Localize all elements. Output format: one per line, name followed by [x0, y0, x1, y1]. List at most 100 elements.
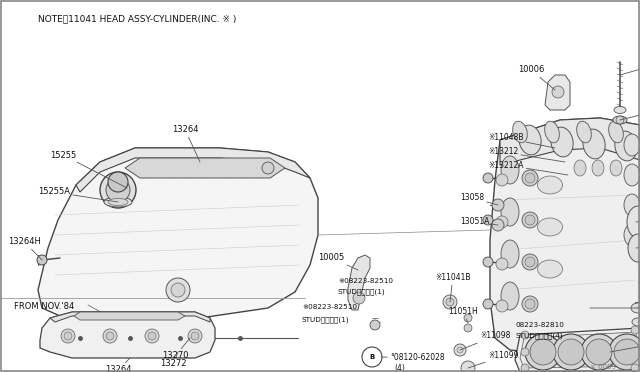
- Circle shape: [64, 332, 72, 340]
- Circle shape: [446, 298, 454, 306]
- Polygon shape: [125, 158, 285, 178]
- Circle shape: [631, 364, 639, 372]
- Circle shape: [100, 172, 136, 208]
- Text: ※13212A: ※13212A: [638, 294, 640, 322]
- Circle shape: [145, 329, 159, 343]
- Circle shape: [521, 348, 529, 356]
- Polygon shape: [38, 148, 318, 320]
- Ellipse shape: [624, 134, 640, 156]
- Circle shape: [631, 326, 639, 334]
- Polygon shape: [348, 255, 370, 310]
- Polygon shape: [50, 312, 210, 322]
- Text: 13051A: 13051A: [460, 218, 498, 227]
- Circle shape: [496, 174, 508, 186]
- Circle shape: [148, 332, 156, 340]
- Circle shape: [616, 116, 624, 124]
- Circle shape: [492, 199, 504, 211]
- Text: 11051H: 11051H: [448, 308, 477, 323]
- Text: 13264: 13264: [105, 358, 131, 372]
- Ellipse shape: [519, 125, 541, 155]
- Ellipse shape: [613, 116, 627, 124]
- Text: (4): (4): [394, 364, 405, 372]
- Polygon shape: [520, 332, 638, 368]
- Ellipse shape: [624, 224, 640, 246]
- Text: 15255: 15255: [50, 151, 127, 188]
- Ellipse shape: [513, 121, 527, 143]
- Circle shape: [522, 170, 538, 186]
- Circle shape: [552, 86, 564, 98]
- Text: 08223-82810: 08223-82810: [515, 322, 564, 328]
- Circle shape: [166, 278, 190, 302]
- Circle shape: [525, 257, 535, 267]
- Text: °08120-62028: °08120-62028: [381, 353, 445, 362]
- Text: 11044: 11044: [610, 337, 640, 352]
- Circle shape: [530, 339, 556, 365]
- Polygon shape: [500, 118, 640, 165]
- Text: 13272: 13272: [160, 352, 186, 369]
- Text: ※13212: ※13212: [488, 148, 565, 162]
- Circle shape: [370, 320, 380, 330]
- Ellipse shape: [574, 160, 586, 176]
- Text: 10005: 10005: [318, 253, 358, 270]
- Text: STUDスタッド(1): STUDスタッド(1): [302, 316, 349, 323]
- Ellipse shape: [501, 240, 519, 268]
- Circle shape: [609, 334, 640, 370]
- Circle shape: [496, 216, 508, 228]
- Circle shape: [457, 347, 463, 353]
- Text: ※11098: ※11098: [460, 331, 510, 350]
- Circle shape: [464, 314, 472, 322]
- Polygon shape: [40, 312, 215, 358]
- Text: 11056C: 11056C: [620, 103, 640, 120]
- Ellipse shape: [624, 164, 640, 186]
- Circle shape: [483, 215, 493, 225]
- Circle shape: [521, 364, 529, 372]
- Ellipse shape: [627, 206, 640, 238]
- Circle shape: [525, 215, 535, 225]
- Text: B: B: [369, 354, 374, 360]
- Text: 13264H: 13264H: [8, 237, 42, 260]
- Text: 15255A: 15255A: [38, 187, 118, 202]
- Circle shape: [553, 334, 589, 370]
- Circle shape: [483, 257, 493, 267]
- Ellipse shape: [609, 121, 623, 143]
- Circle shape: [191, 332, 199, 340]
- Text: ※13212A: ※13212A: [488, 160, 568, 175]
- Circle shape: [171, 283, 185, 297]
- Circle shape: [614, 339, 640, 365]
- Circle shape: [443, 295, 457, 309]
- Circle shape: [581, 334, 617, 370]
- Circle shape: [631, 348, 639, 356]
- Text: ※11099: ※11099: [468, 352, 518, 368]
- Ellipse shape: [501, 282, 519, 310]
- Text: 11056: 11056: [620, 58, 640, 75]
- Text: FROM NOV.'84: FROM NOV.'84: [14, 302, 74, 311]
- Circle shape: [464, 324, 472, 332]
- Ellipse shape: [551, 127, 573, 157]
- Ellipse shape: [108, 199, 128, 205]
- Circle shape: [61, 329, 75, 343]
- Circle shape: [37, 255, 47, 265]
- Circle shape: [496, 258, 508, 270]
- Circle shape: [525, 173, 535, 183]
- Ellipse shape: [577, 121, 591, 143]
- Circle shape: [525, 299, 535, 309]
- Circle shape: [362, 347, 382, 367]
- Polygon shape: [74, 312, 185, 320]
- Polygon shape: [515, 328, 640, 372]
- Text: ※11048B: ※11048B: [488, 134, 555, 148]
- Ellipse shape: [545, 121, 559, 143]
- Text: ※13213: ※13213: [638, 278, 640, 308]
- Circle shape: [106, 332, 114, 340]
- Ellipse shape: [624, 194, 640, 216]
- Text: 11041: 11041: [590, 304, 640, 312]
- Polygon shape: [545, 75, 570, 110]
- Circle shape: [492, 219, 504, 231]
- Text: 13270: 13270: [162, 338, 190, 360]
- Text: 13264: 13264: [172, 125, 200, 162]
- Ellipse shape: [501, 156, 519, 184]
- Ellipse shape: [632, 318, 640, 326]
- Circle shape: [586, 339, 612, 365]
- Circle shape: [522, 212, 538, 228]
- Ellipse shape: [501, 198, 519, 226]
- Text: NOTE；11041 HEAD ASSY-CYLINDER(INC. ※ ): NOTE；11041 HEAD ASSY-CYLINDER(INC. ※ ): [38, 14, 236, 23]
